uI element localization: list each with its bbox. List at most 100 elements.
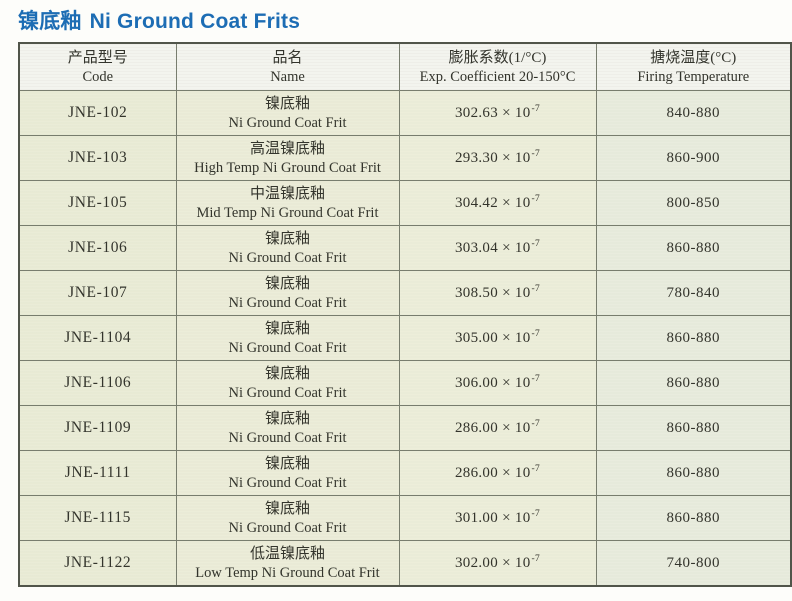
cell-firing-temp: 780-840 xyxy=(595,270,792,316)
cell-code: JNE-103 xyxy=(18,135,177,181)
coefficient-base: 286.00 × 10 xyxy=(454,464,531,481)
coefficient-exponent: -7 xyxy=(531,148,541,159)
name-en: Mid Temp Ni Ground Coat Frit xyxy=(196,204,379,221)
table-body: JNE-102 镍底釉 Ni Ground Coat Frit 302.63 × 10… xyxy=(18,90,792,587)
coefficient-base: 305.00 × 10 xyxy=(454,329,531,346)
header-firing-temp-cn: 搪烧温度(°C) xyxy=(650,49,737,66)
coefficient-exponent: -7 xyxy=(531,238,541,249)
coefficient-base: 301.00 × 10 xyxy=(454,509,531,526)
coefficient-base: 302.63 × 10 xyxy=(454,104,531,121)
cell-firing-temp: 860-880 xyxy=(595,315,792,361)
name-en: High Temp Ni Ground Coat Frit xyxy=(194,159,381,176)
table-header: 产品型号 Code 品名 Name 膨胀系数(1/°C) Exp. Coeffi… xyxy=(18,42,792,91)
table-row: JNE-1111 镍底釉 Ni Ground Coat Frit 286.00 × 1… xyxy=(18,450,792,496)
coefficient-base: 302.00 × 10 xyxy=(454,554,531,571)
cell-coefficient: 304.42 × 10-7 xyxy=(398,180,597,226)
frits-table: 产品型号 Code 品名 Name 膨胀系数(1/°C) Exp. Coeffi… xyxy=(18,42,792,587)
cell-firing-temp: 860-880 xyxy=(595,225,792,271)
table-row: JNE-1106 镍底釉 Ni Ground Coat Frit 306.00 × 1… xyxy=(18,360,792,406)
cell-coefficient: 286.00 × 10-7 xyxy=(398,405,597,451)
name-cn: 高温镍底釉 xyxy=(249,140,325,157)
name-cn: 镍底釉 xyxy=(264,230,310,247)
cell-name: 高温镍底釉 High Temp Ni Ground Coat Frit xyxy=(175,135,400,181)
cell-coefficient: 308.50 × 10-7 xyxy=(398,270,597,316)
cell-coefficient: 293.30 × 10-7 xyxy=(398,135,597,181)
cell-code: JNE-1111 xyxy=(18,450,177,496)
coefficient-exponent: -7 xyxy=(531,463,541,474)
cell-firing-temp: 860-900 xyxy=(595,135,792,181)
cell-code: JNE-1104 xyxy=(18,315,177,361)
cell-coefficient: 301.00 × 10-7 xyxy=(398,495,597,541)
cell-name: 镍底釉 Ni Ground Coat Frit xyxy=(175,495,400,541)
cell-firing-temp: 740-800 xyxy=(595,540,792,587)
cell-code: JNE-1115 xyxy=(18,495,177,541)
coefficient-base: 286.00 × 10 xyxy=(454,419,531,436)
header-code-en: Code xyxy=(82,68,114,85)
header-coefficient-en: Exp. Coefficient 20-150°C xyxy=(419,68,576,85)
cell-coefficient: 305.00 × 10-7 xyxy=(398,315,597,361)
name-en: Ni Ground Coat Frit xyxy=(228,294,347,311)
coefficient-exponent: -7 xyxy=(531,328,541,339)
cell-name: 镍底釉 Ni Ground Coat Frit xyxy=(175,270,400,316)
cell-name: 镍底釉 Ni Ground Coat Frit xyxy=(175,360,400,406)
name-en: Ni Ground Coat Frit xyxy=(228,114,347,131)
header-code-cn: 产品型号 xyxy=(67,49,128,66)
name-en: Ni Ground Coat Frit xyxy=(228,519,347,536)
name-cn: 中温镍底釉 xyxy=(249,185,325,202)
cell-coefficient: 286.00 × 10-7 xyxy=(398,450,597,496)
coefficient-exponent: -7 xyxy=(531,193,541,204)
header-name-en: Name xyxy=(270,68,305,85)
coefficient-exponent: -7 xyxy=(531,283,541,294)
coefficient-exponent: -7 xyxy=(531,373,541,384)
cell-name: 镍底釉 Ni Ground Coat Frit xyxy=(175,225,400,271)
page-title: 镍底釉 Ni Ground Coat Frits xyxy=(18,5,300,35)
cell-code: JNE-105 xyxy=(18,180,177,226)
table-row: JNE-1109 镍底釉 Ni Ground Coat Frit 286.00 × 1… xyxy=(18,405,792,451)
cell-code: JNE-106 xyxy=(18,225,177,271)
coefficient-exponent: -7 xyxy=(531,103,541,114)
cell-code: JNE-1109 xyxy=(18,405,177,451)
coefficient-base: 293.30 × 10 xyxy=(454,149,531,166)
name-en: Ni Ground Coat Frit xyxy=(228,339,347,356)
coefficient-exponent: -7 xyxy=(531,418,541,429)
name-en: Low Temp Ni Ground Coat Frit xyxy=(195,564,380,581)
cell-firing-temp: 800-850 xyxy=(595,180,792,226)
cell-firing-temp: 840-880 xyxy=(595,90,792,136)
coefficient-exponent: -7 xyxy=(531,553,541,564)
cell-code: JNE-1106 xyxy=(18,360,177,406)
cell-code: JNE-107 xyxy=(18,270,177,316)
table-row: JNE-1104 镍底釉 Ni Ground Coat Frit 305.00 × 1… xyxy=(18,315,792,361)
name-cn: 镍底釉 xyxy=(264,500,310,517)
name-en: Ni Ground Coat Frit xyxy=(228,429,347,446)
cell-coefficient: 302.63 × 10-7 xyxy=(398,90,597,136)
table-row: JNE-102 镍底釉 Ni Ground Coat Frit 302.63 × 10… xyxy=(18,90,792,136)
header-firing-temp-en: Firing Temperature xyxy=(637,68,750,85)
cell-name: 镍底釉 Ni Ground Coat Frit xyxy=(175,90,400,136)
coefficient-base: 306.00 × 10 xyxy=(454,374,531,391)
header-name: 品名 Name xyxy=(175,42,400,91)
cell-firing-temp: 860-880 xyxy=(595,360,792,406)
cell-name: 镍底釉 Ni Ground Coat Frit xyxy=(175,315,400,361)
cell-code: JNE-102 xyxy=(18,90,177,136)
coefficient-base: 308.50 × 10 xyxy=(454,284,531,301)
cell-coefficient: 303.04 × 10-7 xyxy=(398,225,597,271)
cell-name: 低温镍底釉 Low Temp Ni Ground Coat Frit xyxy=(175,540,400,587)
table-row: JNE-103 高温镍底釉 High Temp Ni Ground Coat Fri… xyxy=(18,135,792,181)
header-coefficient-cn: 膨胀系数(1/°C) xyxy=(448,49,547,66)
table-row: JNE-1115 镍底釉 Ni Ground Coat Frit 301.00 × 1… xyxy=(18,495,792,541)
cell-coefficient: 306.00 × 10-7 xyxy=(398,360,597,406)
coefficient-base: 303.04 × 10 xyxy=(454,239,531,256)
header-name-cn: 品名 xyxy=(272,49,303,66)
name-cn: 镍底釉 xyxy=(264,320,310,337)
header-row: 产品型号 Code 品名 Name 膨胀系数(1/°C) Exp. Coeffi… xyxy=(18,42,792,91)
name-cn: 镍底釉 xyxy=(264,365,310,382)
cell-firing-temp: 860-880 xyxy=(595,495,792,541)
header-code: 产品型号 Code xyxy=(18,42,177,91)
name-cn: 低温镍底釉 xyxy=(249,545,325,562)
name-en: Ni Ground Coat Frit xyxy=(228,384,347,401)
name-en: Ni Ground Coat Frit xyxy=(228,474,347,491)
name-cn: 镍底釉 xyxy=(264,95,310,112)
cell-code: JNE-1122 xyxy=(18,540,177,587)
table-row: JNE-107 镍底釉 Ni Ground Coat Frit 308.50 × 10… xyxy=(18,270,792,316)
cell-firing-temp: 860-880 xyxy=(595,450,792,496)
